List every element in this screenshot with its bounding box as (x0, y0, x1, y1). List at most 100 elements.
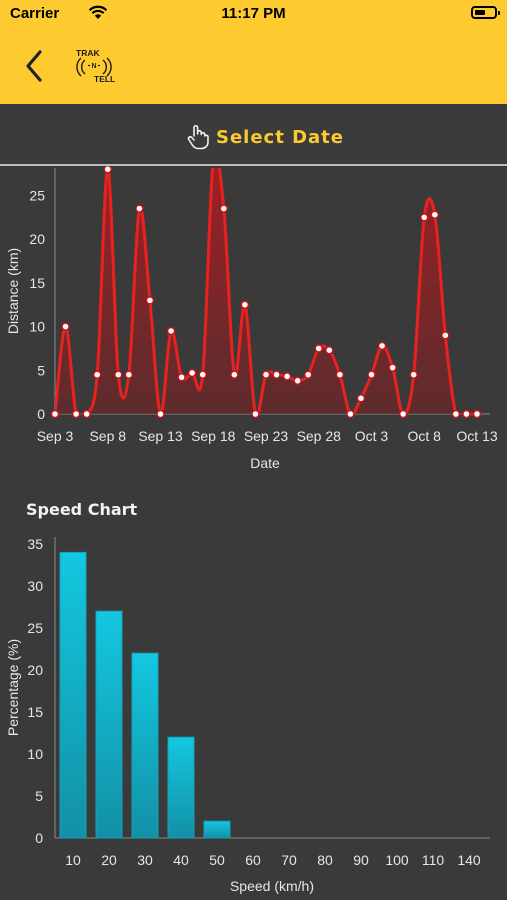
speed-chart-title: Speed Chart (26, 500, 138, 519)
distance-x-tick-label: Oct 3 (355, 428, 389, 444)
speed-x-tick-label: 80 (317, 852, 333, 868)
distance-y-axis-label: Distance (km) (5, 248, 21, 334)
status-bar: Carrier 11:17 PM (0, 0, 507, 28)
distance-point (82, 409, 91, 419)
distance-point (198, 370, 207, 379)
speed-y-tick-label: 10 (27, 746, 43, 762)
distance-point (251, 409, 260, 419)
distance-point (462, 409, 471, 419)
distance-point (420, 213, 429, 222)
distance-point (409, 370, 418, 379)
distance-point (135, 204, 144, 213)
distance-point (335, 370, 345, 379)
speed-x-tick-label: 60 (245, 852, 261, 868)
speed-x-tick-label: 90 (353, 852, 369, 868)
app-header: Carrier 11:17 PM TRAK N TELL (0, 0, 507, 104)
speed-x-tick-label: 20 (101, 852, 117, 868)
speed-y-tick-label: 15 (27, 704, 43, 720)
hand-pointer-icon (187, 124, 209, 150)
distance-point (261, 370, 271, 379)
speed-x-tick-label: 100 (385, 852, 409, 868)
speed-y-tick-label: 30 (27, 578, 43, 594)
select-date-button[interactable]: Select Date (186, 124, 344, 150)
logo-text-bottom: TELL (94, 74, 115, 84)
distance-point (166, 326, 176, 336)
logo-text-mid: N (91, 63, 96, 70)
distance-x-tick-label: Sep 18 (191, 428, 236, 444)
distance-x-tick-label: Sep 28 (297, 428, 342, 444)
speed-bar (167, 736, 195, 839)
distance-point (114, 370, 123, 379)
distance-point (325, 345, 334, 355)
distance-point (346, 409, 355, 419)
distance-point (282, 372, 292, 381)
distance-point (388, 363, 397, 372)
distance-point (451, 409, 461, 419)
distance-y-tick-label: 25 (29, 188, 45, 204)
speed-chart: 0 5 10 15 20 25 30 35 10 20 30 40 50 60 70 80 90 100 110 14… (5, 536, 490, 894)
distance-point (71, 409, 81, 419)
carrier-label: Carrier (10, 5, 60, 22)
distance-point (356, 394, 366, 403)
distance-point (303, 370, 313, 379)
distance-x-tick-label: Sep 13 (138, 428, 183, 444)
distance-point (177, 373, 186, 382)
speed-x-tick-label: 110 (422, 852, 445, 868)
distance-point (430, 210, 440, 219)
speed-bar (131, 652, 159, 839)
speed-y-axis-label: Percentage (%) (5, 639, 21, 736)
distance-point (145, 296, 155, 305)
speed-x-tick-label: 70 (281, 852, 297, 868)
speed-y-tick-label: 5 (35, 788, 43, 804)
distance-point (272, 370, 281, 379)
distance-point (472, 409, 482, 419)
distance-point (398, 409, 408, 419)
distance-x-axis-label: Date (250, 455, 280, 471)
distance-area-fill (55, 168, 477, 416)
speed-bar (95, 610, 123, 839)
distance-point (103, 166, 112, 174)
distance-y-tick-label: 0 (37, 406, 45, 422)
distance-y-tick-label: 10 (29, 319, 45, 335)
clock: 11:17 PM (221, 5, 286, 22)
distance-x-tick-label: Sep 23 (244, 428, 289, 444)
logo-text-top: TRAK (76, 48, 100, 58)
wifi-icon (88, 5, 108, 19)
distance-chart: 0 5 10 15 20 25 Sep 3 Sep 8 Sep 13 Sep 18 Sep 23 Se… (5, 166, 498, 471)
distance-point (187, 368, 197, 378)
distance-y-tick-label: 5 (37, 362, 45, 378)
distance-point (50, 409, 60, 419)
distance-point (219, 204, 229, 213)
select-date-label: Select Date (216, 126, 344, 148)
distance-y-tick-label: 20 (29, 231, 45, 247)
speed-y-tick-label: 0 (35, 830, 43, 846)
speed-x-axis-label: Speed (km/h) (230, 878, 314, 894)
speed-bar (203, 820, 231, 839)
distance-point (124, 370, 134, 379)
distance-point (92, 370, 102, 379)
speed-x-tick-label: 140 (457, 852, 481, 868)
distance-x-tick-label: Oct 13 (456, 428, 497, 444)
speed-x-tick-label: 50 (209, 852, 225, 868)
speed-x-tick-label: 40 (173, 852, 189, 868)
speed-y-tick-label: 25 (27, 620, 43, 636)
battery-icon (471, 6, 500, 19)
back-chevron-icon[interactable] (22, 48, 48, 84)
trak-n-tell-logo: TRAK N TELL (76, 48, 115, 84)
distance-point (314, 344, 323, 353)
distance-point (367, 370, 376, 379)
speed-x-tick-label: 30 (137, 852, 153, 868)
distance-point (441, 331, 450, 340)
speed-bar (59, 551, 87, 839)
distance-point (61, 322, 70, 331)
select-date-bar: Select Date (0, 104, 507, 166)
distance-point (377, 341, 387, 351)
distance-point (293, 376, 302, 386)
speed-y-tick-label: 35 (27, 536, 43, 552)
distance-point (230, 370, 239, 379)
distance-x-tick-label: Sep 3 (37, 428, 74, 444)
distance-point (156, 409, 165, 419)
distance-x-tick-label: Sep 8 (89, 428, 126, 444)
distance-point (240, 300, 250, 309)
speed-y-tick-label: 20 (27, 662, 43, 678)
